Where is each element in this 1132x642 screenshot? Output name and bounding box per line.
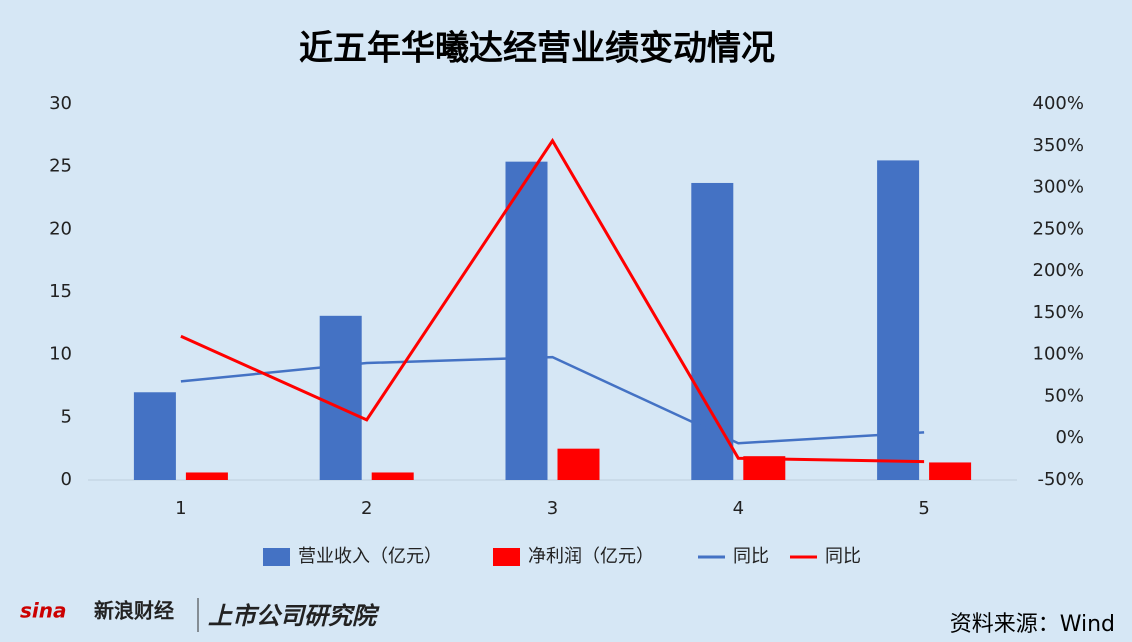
x-tick-label: 5	[918, 498, 929, 519]
legend-label: 同比	[825, 546, 861, 567]
y-tick-label: 30	[49, 93, 72, 114]
logo: 新浪财经	[94, 599, 174, 623]
y2-tick-label: 300%	[1033, 177, 1084, 198]
line	[180, 355, 925, 445]
x-tick-label: 3	[547, 498, 558, 519]
y2-tick-label: 100%	[1033, 344, 1084, 365]
legend-label: 净利润（亿元）	[528, 546, 654, 567]
y-tick-label: 5	[61, 406, 72, 427]
y2-tick-label: 150%	[1033, 302, 1084, 323]
y2-tick-label: 400%	[1033, 93, 1084, 114]
bar	[877, 160, 920, 480]
y-tick-label: 10	[49, 344, 72, 365]
bar	[371, 472, 414, 480]
chart-title: 近五年华曦达经营业绩变动情况	[299, 29, 775, 69]
y2-tick-label: -50%	[1037, 469, 1084, 490]
legend-label: 营业收入（亿元）	[298, 546, 442, 567]
bar	[557, 448, 600, 480]
y-tick-label: 15	[49, 281, 72, 302]
y-tick-label: 25	[49, 156, 72, 177]
logo-sina: sina	[20, 599, 67, 623]
y2-tick-label: 250%	[1033, 218, 1084, 239]
y-tick-label: 20	[49, 218, 72, 239]
legend-swatch	[493, 548, 520, 566]
bar	[319, 315, 362, 480]
legend-label: 同比	[733, 546, 769, 567]
y2-tick-label: 50%	[1044, 385, 1084, 406]
bar	[185, 472, 228, 480]
line	[180, 137, 925, 464]
bar	[505, 161, 548, 481]
x-tick-label: 2	[361, 498, 372, 519]
y2-tick-label: 350%	[1033, 135, 1084, 156]
bar	[929, 462, 972, 480]
source: 资料来源：Wind	[950, 612, 1115, 637]
bar	[743, 456, 786, 480]
y2-tick-label: 200%	[1033, 260, 1084, 281]
x-tick-label: 4	[733, 498, 744, 519]
y-tick-label: 0	[61, 469, 72, 490]
bar	[133, 392, 176, 480]
x-tick-label: 1	[175, 498, 186, 519]
y2-tick-label: 0%	[1055, 427, 1084, 448]
logo: 上市公司研究院	[208, 602, 380, 630]
bar	[691, 182, 734, 480]
legend-swatch	[263, 548, 290, 566]
